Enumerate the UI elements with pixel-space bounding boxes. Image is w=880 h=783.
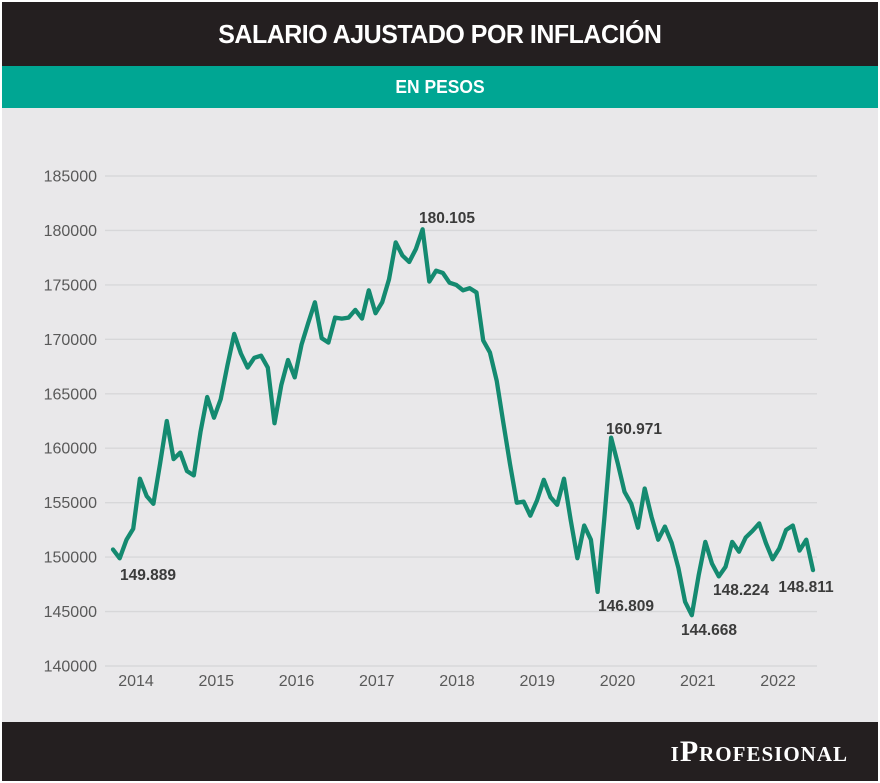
footer-bar: iProfesional: [2, 722, 878, 781]
x-axis-tick-label: 2020: [600, 673, 636, 690]
data-point-label: 148.224: [713, 582, 769, 599]
x-axis-tick-label: 2015: [198, 673, 234, 690]
y-axis-tick-label: 155000: [44, 495, 97, 512]
x-axis-tick-label: 2016: [279, 673, 315, 690]
subtitle-label: EN PESOS: [395, 76, 485, 97]
y-axis-tick-label: 145000: [44, 604, 97, 621]
x-axis-tick-label: 2021: [680, 673, 716, 690]
x-axis-tick-label: 2018: [439, 673, 475, 690]
y-axis-tick-label: 165000: [44, 386, 97, 403]
x-axis-tick-label: 2019: [519, 673, 555, 690]
chart-section: 185000 180000 175000 170000 165000 160000 1550…: [2, 108, 878, 722]
y-axis-tick-label: 150000: [44, 550, 97, 567]
data-point-label: 144.668: [681, 622, 737, 639]
data-point-label: 146.809: [598, 598, 654, 615]
data-point-label: 148.811: [778, 579, 834, 596]
x-axis-tick-label: 2014: [118, 673, 154, 690]
y-axis-tick-label: 140000: [44, 659, 97, 676]
data-point-label: 149.889: [120, 567, 176, 584]
y-axis-tick-label: 175000: [44, 277, 97, 294]
x-axis-tick-label: 2022: [760, 673, 796, 690]
salary-line-series: [110, 227, 816, 618]
data-point-label: 180.105: [419, 210, 475, 227]
y-axis-tick-label: 160000: [44, 441, 97, 458]
y-axis-tick-label: 185000: [44, 169, 97, 186]
subtitle-bar: EN PESOS: [2, 66, 878, 108]
data-point-label: 160.971: [606, 421, 662, 438]
brand-logo: iProfesional: [670, 734, 848, 768]
y-axis-tick-label: 180000: [44, 223, 97, 240]
chart-svg: 185000 180000 175000 170000 165000 160000 1550…: [44, 169, 834, 691]
header-bar: SALARIO AJUSTADO POR INFLACIÓN: [2, 2, 878, 66]
x-axis-tick-label: 2017: [359, 673, 395, 690]
page-title: SALARIO AJUSTADO POR INFLACIÓN: [218, 18, 662, 49]
y-axis-tick-label: 170000: [44, 332, 97, 349]
